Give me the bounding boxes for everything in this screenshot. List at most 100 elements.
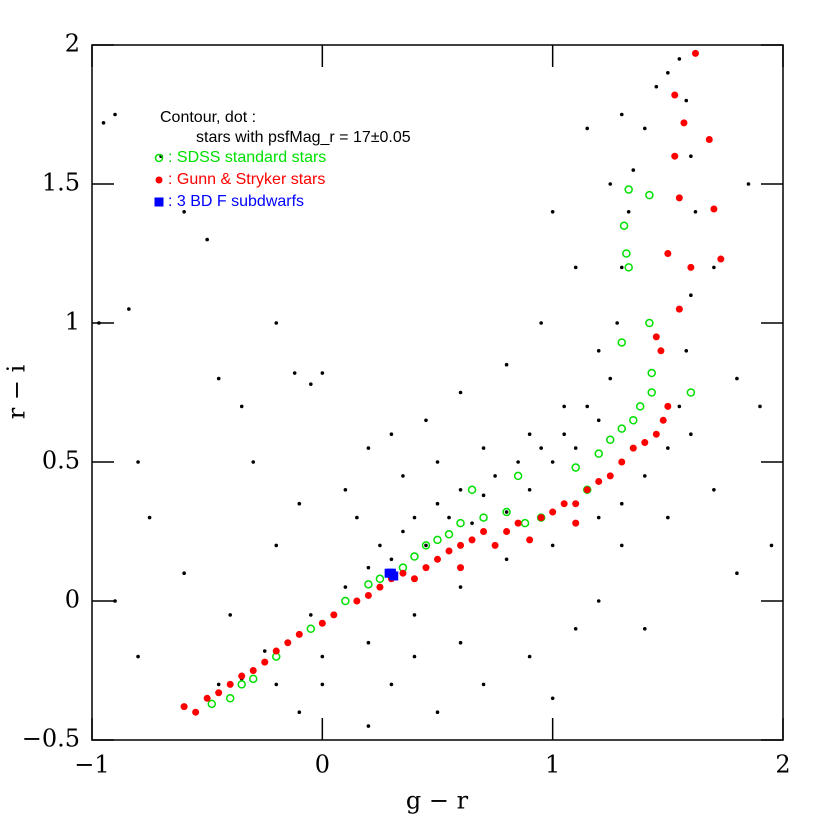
point <box>514 519 522 527</box>
point <box>251 460 256 464</box>
point <box>691 49 699 57</box>
point <box>643 627 647 631</box>
point <box>216 376 221 381</box>
legend-marker <box>154 197 164 207</box>
point <box>585 404 590 409</box>
point <box>671 152 679 160</box>
point <box>539 446 543 450</box>
point <box>675 194 683 202</box>
point <box>746 182 751 186</box>
point <box>366 446 371 450</box>
point <box>422 564 430 572</box>
point <box>248 674 258 684</box>
point <box>671 91 679 99</box>
point <box>366 640 371 645</box>
point <box>113 599 117 603</box>
point <box>527 432 532 437</box>
point <box>596 515 601 520</box>
point <box>458 390 463 395</box>
point <box>550 696 555 701</box>
point <box>468 536 476 544</box>
point <box>689 154 693 158</box>
y-tick-label: 2 <box>65 30 80 58</box>
point <box>594 449 603 458</box>
point <box>562 404 566 409</box>
point <box>457 564 465 572</box>
annotation: Contour, dot : <box>160 109 256 126</box>
point <box>343 488 348 492</box>
point <box>306 624 316 634</box>
point <box>657 347 665 355</box>
point <box>215 689 223 697</box>
point <box>364 591 372 599</box>
point <box>376 583 384 591</box>
point <box>596 418 601 423</box>
point <box>622 249 631 258</box>
point <box>309 382 313 386</box>
point <box>769 543 774 548</box>
point <box>284 639 292 647</box>
point <box>572 500 580 508</box>
point <box>309 613 313 617</box>
point <box>539 321 543 325</box>
point <box>412 515 417 520</box>
y-tick-label: 0.5 <box>42 447 80 475</box>
point <box>712 265 716 270</box>
point <box>504 362 509 367</box>
point <box>504 557 509 562</box>
point <box>480 528 488 535</box>
point <box>573 627 578 631</box>
point <box>389 557 394 562</box>
x-tick-label: 1 <box>545 751 560 779</box>
y-tick-label: −0.5 <box>22 725 80 753</box>
point <box>664 250 672 257</box>
y-tick-label: 1.5 <box>42 169 80 197</box>
point <box>560 500 568 508</box>
point <box>735 376 739 381</box>
point <box>435 501 440 506</box>
point <box>330 611 338 619</box>
point <box>226 680 234 688</box>
point <box>481 493 486 498</box>
point <box>292 371 297 375</box>
point <box>375 574 385 584</box>
point <box>608 376 613 381</box>
point <box>481 446 486 450</box>
x-tick-label: −1 <box>74 751 109 779</box>
point <box>617 424 627 433</box>
point <box>513 471 523 481</box>
point <box>624 263 633 272</box>
point <box>527 488 532 492</box>
point <box>182 210 186 214</box>
point <box>629 416 638 425</box>
point <box>735 571 739 575</box>
point <box>666 515 670 520</box>
point <box>619 112 624 117</box>
point <box>297 710 302 714</box>
point <box>550 460 555 464</box>
point <box>606 472 614 480</box>
point <box>615 321 619 325</box>
point <box>686 388 696 397</box>
point <box>389 432 394 437</box>
legend-marker <box>155 176 163 184</box>
point <box>583 486 591 494</box>
point <box>320 371 325 375</box>
point <box>619 265 624 270</box>
point <box>262 649 267 653</box>
point <box>97 321 101 325</box>
point <box>355 515 359 520</box>
point <box>666 71 670 75</box>
point <box>249 667 257 674</box>
y-tick-label: 0 <box>65 586 80 614</box>
point <box>412 654 417 659</box>
legend-marker <box>154 153 164 163</box>
x-tick-label: 0 <box>315 751 330 779</box>
point <box>274 321 279 325</box>
point <box>207 699 217 709</box>
point <box>537 514 545 522</box>
point <box>572 519 580 527</box>
x-tick-label: 2 <box>775 751 790 779</box>
point <box>712 488 716 492</box>
point <box>274 543 279 548</box>
